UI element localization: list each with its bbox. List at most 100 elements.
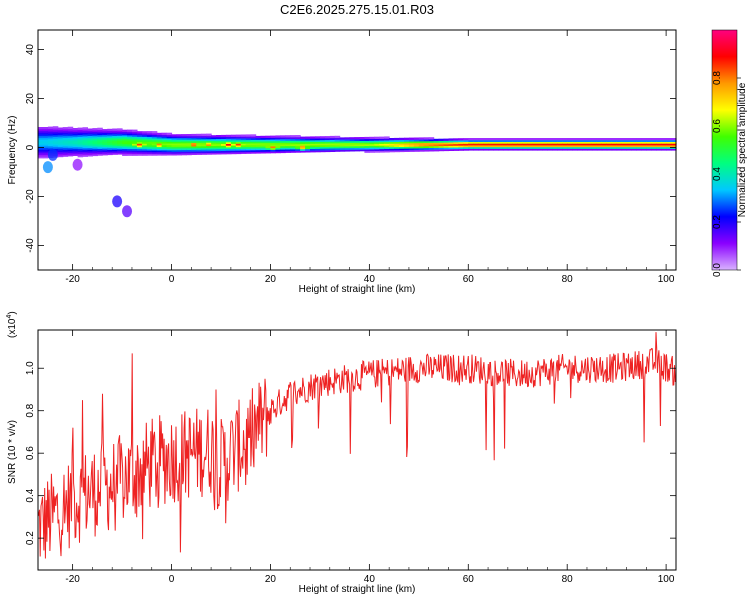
heatmap-cell (661, 138, 667, 141)
heatmap-cell (42, 154, 49, 157)
heatmap-cell (77, 137, 84, 141)
heatmap-cell (176, 149, 182, 152)
colorbar-tick-label: 0.8 (712, 71, 723, 85)
heatmap-cell (102, 142, 108, 146)
heatmap-cell (201, 147, 207, 150)
heatmap-cell (112, 128, 118, 131)
heatmap-cell (171, 153, 177, 156)
heatmap-cell (310, 139, 316, 143)
y-tick-label: 0 (25, 144, 36, 150)
heatmap-cell (38, 130, 44, 133)
heatmap-cell (146, 134, 153, 137)
heatmap-cell (42, 130, 49, 133)
heatmap-cell (225, 145, 232, 148)
heatmap-cell (354, 138, 360, 142)
heatmap-cell (557, 139, 563, 142)
heatmap-cell (359, 137, 365, 140)
heatmap-cell (255, 141, 262, 144)
heatmap-cell (349, 147, 356, 150)
heatmap-cell (344, 147, 351, 150)
heatmap-cell (62, 139, 69, 142)
heatmap-cell (47, 142, 54, 145)
heatmap-cell (38, 139, 44, 142)
heatmap-cell (211, 136, 217, 140)
heatmap-cell (186, 146, 192, 149)
heatmap-cell (141, 153, 148, 156)
heatmap-cell (587, 143, 593, 146)
heatmap-cell (656, 148, 662, 151)
heatmap-cell (156, 136, 163, 139)
heatmap-cell (305, 138, 311, 141)
heatmap-cell (62, 151, 69, 154)
heatmap-cell (191, 133, 197, 137)
heatmap-cell (265, 147, 271, 150)
colorbar-ticks: 0.0 0.2 0.4 0.6 0.8 (712, 71, 741, 277)
heatmap-cell (47, 128, 54, 131)
heatmap-cell (47, 143, 54, 146)
heatmap-cell (502, 139, 509, 142)
heatmap-cell (122, 140, 128, 143)
heatmap-cell (542, 148, 548, 151)
heatmap-cell (270, 142, 276, 145)
heatmap-cell (611, 139, 618, 142)
heatmap-cell (240, 144, 247, 148)
heatmap-cell (310, 143, 316, 146)
heatmap-blob (112, 195, 123, 208)
heatmap-cell (52, 131, 59, 134)
heatmap-cell (112, 147, 118, 150)
heatmap-cell (507, 146, 514, 149)
heatmap-cell (596, 144, 603, 148)
heatmap-cell (399, 141, 405, 144)
heatmap-cell (42, 128, 49, 131)
heatmap-cell (428, 149, 435, 152)
heatmap-cell (270, 139, 276, 142)
heatmap-cell (156, 137, 163, 141)
heatmap-cell (52, 129, 59, 132)
heatmap-cell (443, 140, 450, 143)
heatmap-cell (359, 142, 365, 145)
heatmap-cell (532, 148, 539, 151)
heatmap-cell (433, 140, 440, 143)
heatmap-cell (107, 132, 113, 135)
heatmap-cell (547, 141, 553, 144)
heatmap-cell (42, 147, 49, 150)
heatmap-cell (221, 150, 227, 153)
heatmap-cell (112, 133, 118, 136)
heatmap-cell (404, 144, 410, 147)
heatmap-cell (260, 149, 267, 152)
heatmap-cell (127, 131, 133, 134)
heatmap-cell (498, 138, 504, 141)
heatmap-cell (374, 145, 380, 148)
heatmap-cell (191, 151, 197, 154)
heatmap-cell (315, 136, 321, 139)
heatmap-cell (646, 143, 652, 146)
heatmap-cell (245, 134, 252, 137)
heatmap-cell (651, 141, 657, 144)
heatmap-cell (359, 143, 365, 147)
heatmap-cell (562, 143, 568, 146)
heatmap-cell (72, 148, 79, 151)
heatmap-cell (151, 132, 158, 136)
heatmap-cell (394, 139, 400, 142)
heatmap-cell (364, 143, 370, 146)
heatmap-cell (230, 141, 237, 144)
heatmap-cell (354, 149, 360, 152)
heatmap-cell (221, 143, 227, 146)
heatmap-cell (601, 138, 608, 141)
heatmap-cell (67, 137, 74, 140)
heatmap-cell (67, 140, 74, 143)
heatmap-cell (72, 152, 79, 155)
heatmap-cell (542, 139, 548, 142)
heatmap-cell (488, 146, 494, 149)
heatmap-cell (156, 139, 163, 142)
heatmap-cell (132, 131, 138, 134)
heatmap-cell (270, 147, 276, 150)
heatmap-cell (468, 138, 474, 141)
heatmap-cell (102, 136, 108, 139)
heatmap-cell (532, 143, 539, 146)
heatmap-cell (478, 141, 484, 144)
heatmap-cell (127, 129, 133, 132)
heatmap-cell (102, 129, 108, 132)
heatmap-cell (329, 137, 336, 140)
heatmap-cell (265, 137, 271, 140)
